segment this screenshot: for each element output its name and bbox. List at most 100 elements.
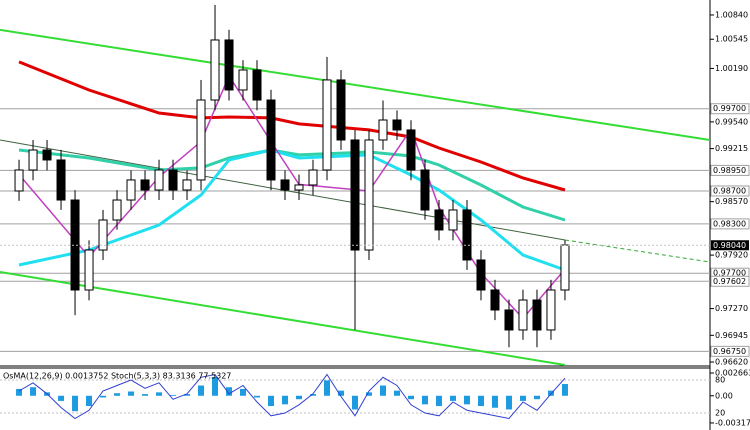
candle-body <box>420 169 430 211</box>
candle-body <box>462 209 472 261</box>
y2-tick-label: 20 <box>715 409 725 418</box>
y-tick-label: 0.98570 <box>715 197 748 206</box>
level-label-box <box>710 218 750 230</box>
y-tick-label: 1.00190 <box>715 64 748 73</box>
oscillator-title: OsMA(12,26,9) 0.0013752 Stoch(5,3,3) 83.… <box>3 372 231 381</box>
level-label: 0.97602 <box>713 277 746 286</box>
y-tick-label: 0.96620 <box>715 358 748 367</box>
candle-body <box>294 184 304 191</box>
level-label: 0.96750 <box>713 347 746 356</box>
osma-bar <box>338 390 345 396</box>
level-label-box <box>710 164 750 176</box>
osma-bar <box>226 387 233 396</box>
candle-body <box>84 249 94 291</box>
candle-body <box>364 139 374 251</box>
candle-body <box>70 199 80 291</box>
candle-body <box>392 119 402 131</box>
stoch-line <box>18 373 566 420</box>
y2-tick-label: 80 <box>715 376 725 385</box>
y-tick-label: 0.97270 <box>715 304 748 313</box>
y-tick-label: 0.96945 <box>715 331 748 340</box>
trend-line <box>564 239 711 263</box>
candle-body <box>196 99 206 181</box>
osma-bar <box>268 395 275 407</box>
osma-bar <box>128 391 135 396</box>
osma-bar <box>100 395 107 398</box>
candle-body <box>350 139 360 251</box>
candle-body <box>98 219 108 251</box>
level-label-box <box>710 185 750 197</box>
osma-bar <box>170 394 177 396</box>
osma-bar <box>212 376 219 396</box>
candle-body <box>252 69 262 101</box>
osma-bar <box>435 395 442 407</box>
candle-body <box>504 309 514 331</box>
osma-bar <box>365 392 372 396</box>
osma-bar <box>254 395 261 398</box>
level-label-box <box>710 103 750 115</box>
y-tick-label: 1.00840 <box>715 10 748 19</box>
candle-body <box>490 289 500 311</box>
osma-bar <box>86 395 93 407</box>
level-label-box <box>710 275 750 287</box>
level-label: 0.99700 <box>713 104 746 113</box>
y-tick-label: 0.99540 <box>715 117 748 126</box>
current-price-box <box>711 240 749 251</box>
osma-bar <box>533 395 540 400</box>
candle-body <box>112 199 122 221</box>
osma-bar <box>561 384 568 396</box>
osma-bar <box>114 393 121 396</box>
osma-bar <box>16 388 23 396</box>
candle-body <box>336 79 346 141</box>
candle-body <box>182 179 192 191</box>
level-label: 0.98300 <box>713 219 746 228</box>
osma-bar <box>449 395 456 401</box>
osma-bar <box>142 394 149 396</box>
candle-body <box>406 129 416 171</box>
osma-bar <box>407 395 414 400</box>
candle-body <box>560 244 570 291</box>
y-tick-label: 0.00 <box>715 391 733 400</box>
candle-body <box>448 209 458 231</box>
candle-body <box>476 259 486 291</box>
level-label-box <box>710 345 750 357</box>
candle-body <box>266 99 276 181</box>
candle-body <box>378 119 388 141</box>
osma-bar <box>379 385 386 396</box>
candle-body <box>28 149 38 171</box>
candle-body <box>154 169 164 191</box>
osma-bar <box>324 380 331 396</box>
candle-body <box>42 149 52 161</box>
candle-body <box>238 69 248 91</box>
osma-bar <box>491 395 498 408</box>
osma-bar <box>184 394 191 396</box>
candle-body <box>280 179 290 191</box>
osma-bar <box>198 385 205 396</box>
current-price-label: 0.98040 <box>713 241 746 250</box>
osma-bar <box>30 387 37 396</box>
candle-body <box>168 169 178 191</box>
osma-bar <box>519 395 526 401</box>
candle-body <box>322 79 332 171</box>
y-tick-label: 0.99215 <box>715 144 748 153</box>
candle-body <box>434 209 444 231</box>
level-label: 0.98950 <box>713 166 746 175</box>
osma-bar <box>58 395 65 401</box>
level-label: 0.98700 <box>713 186 746 195</box>
y-tick-label: 0.97920 <box>715 251 748 260</box>
osma-bar <box>463 395 470 405</box>
y-tick-label: 1.00545 <box>715 35 748 44</box>
candle-body <box>14 169 24 192</box>
osma-bar <box>156 392 163 396</box>
osma-bar <box>393 390 400 396</box>
candle-body <box>56 159 66 201</box>
candle-body <box>126 179 136 201</box>
candle-body <box>210 39 220 101</box>
osma-bar <box>296 395 303 400</box>
osma-bar <box>352 395 358 410</box>
moving-average <box>18 60 566 192</box>
candle-body <box>224 39 234 91</box>
candle-body <box>532 299 542 331</box>
